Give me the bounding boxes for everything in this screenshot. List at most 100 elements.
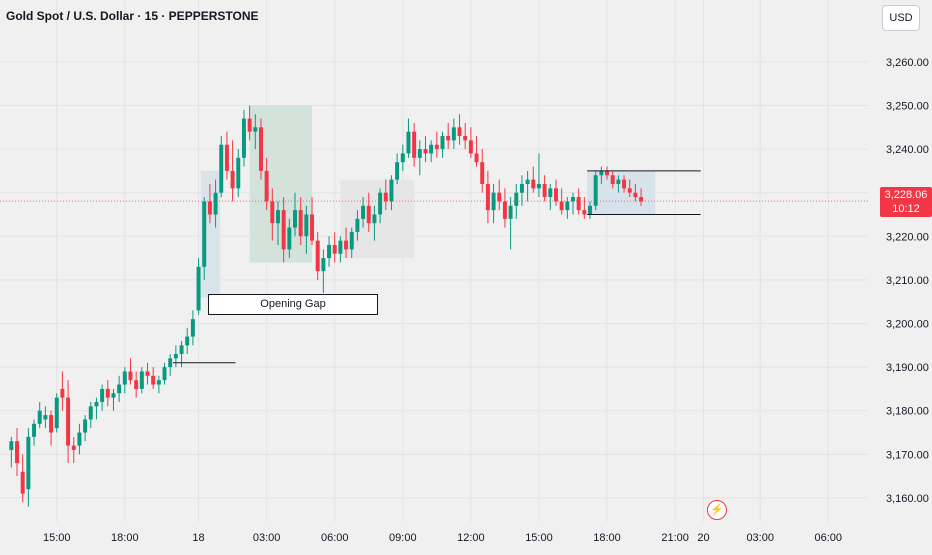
candle-body xyxy=(457,127,462,137)
time-tick-label: 15:00 xyxy=(43,532,71,544)
candle-body xyxy=(474,153,479,163)
candle-body xyxy=(185,336,190,346)
drawings xyxy=(0,170,868,364)
candle-body xyxy=(111,393,116,398)
candle-body xyxy=(338,240,343,254)
candle-body xyxy=(247,118,252,132)
candle-body xyxy=(610,175,615,184)
candle-body xyxy=(349,231,354,250)
last-price: 3,228.06 xyxy=(884,189,928,201)
candle-body xyxy=(88,406,93,420)
price-tick-label: 3,160.00 xyxy=(886,493,929,505)
candle-body xyxy=(616,179,621,184)
candle-body xyxy=(173,354,178,359)
candle-body xyxy=(355,218,360,232)
candle-body xyxy=(571,197,575,202)
price-tick-label: 3,210.00 xyxy=(886,275,929,287)
time-tick-label: 12:00 xyxy=(457,532,485,544)
last-price-badge: 3,228.06 10:12 xyxy=(880,187,932,217)
candle-body xyxy=(258,127,263,171)
time-tick-label: 03:00 xyxy=(253,532,281,544)
flash-icon[interactable]: ⚡ xyxy=(707,500,727,520)
price-tick-label: 3,180.00 xyxy=(886,406,929,418)
candle-body xyxy=(525,179,530,184)
candle-body xyxy=(633,192,638,198)
candle-body xyxy=(406,131,411,154)
candle-body xyxy=(26,436,31,490)
candle-body xyxy=(190,319,195,337)
candle-body xyxy=(366,205,371,224)
candle-body xyxy=(514,192,519,206)
candle-body xyxy=(417,149,422,158)
candle-body xyxy=(502,201,507,219)
candle-body xyxy=(485,183,490,211)
candle-body xyxy=(71,445,76,450)
candle-body xyxy=(230,170,235,189)
time-axis: 15:00 18:00 18 03:00 06:00 09:00 12:00 15:00 18:… xyxy=(43,532,842,544)
candle-body xyxy=(49,415,54,433)
candle-body xyxy=(599,170,604,176)
candle-body xyxy=(162,367,167,381)
candle-body xyxy=(77,432,82,446)
candles xyxy=(9,105,644,507)
candle-body xyxy=(429,144,434,154)
price-tick-label: 3,240.00 xyxy=(886,144,929,156)
candle-body xyxy=(576,197,581,211)
candle-body xyxy=(15,441,20,464)
candle-body xyxy=(536,183,541,189)
candle-body xyxy=(66,397,71,446)
currency-button[interactable]: USD xyxy=(882,5,920,31)
candle-body xyxy=(281,210,286,250)
candle-body xyxy=(548,188,553,198)
candle-body xyxy=(588,205,592,215)
candle-body xyxy=(202,201,207,267)
chart-title: Gold Spot / U.S. Dollar · 15 · PEPPERSTO… xyxy=(6,9,259,23)
candle-body xyxy=(168,358,173,368)
price-tick-label: 3,170.00 xyxy=(886,449,929,461)
candle-body xyxy=(508,205,513,219)
candle-body xyxy=(321,258,326,272)
candle-body xyxy=(497,192,502,202)
candle-body xyxy=(287,227,292,250)
candle-body xyxy=(344,240,349,250)
candle-body xyxy=(151,375,156,385)
candle-body xyxy=(395,162,400,180)
candle-body xyxy=(276,210,280,224)
candle-body xyxy=(582,210,587,215)
candle-body xyxy=(264,170,269,202)
candle-body xyxy=(236,157,241,189)
time-tick-label: 18:00 xyxy=(593,532,621,544)
chart-zones xyxy=(200,105,656,298)
candle-body xyxy=(117,384,122,394)
candle-body xyxy=(105,388,110,398)
candle-body xyxy=(593,175,598,206)
candle-body xyxy=(122,371,127,385)
candle-body xyxy=(94,401,99,407)
candle-body xyxy=(32,423,37,437)
candle-body xyxy=(196,266,201,311)
candle-body xyxy=(213,192,218,215)
candle-body xyxy=(378,192,383,215)
candle-body xyxy=(241,118,246,158)
candle-body xyxy=(389,179,394,202)
candle-body xyxy=(156,380,161,385)
candle-body xyxy=(253,127,258,132)
candle-body xyxy=(270,201,275,224)
candle-body xyxy=(315,240,320,272)
candle-body xyxy=(332,245,337,254)
opening-gap-label[interactable]: Opening Gap xyxy=(208,294,378,315)
candle-body xyxy=(9,441,14,450)
candle-body xyxy=(622,179,627,189)
candle-body xyxy=(310,214,315,241)
price-tick-label: 3,260.00 xyxy=(886,57,929,69)
candle-body xyxy=(60,388,65,398)
time-tick-label: 18:00 xyxy=(111,532,139,544)
candle-body xyxy=(559,201,564,211)
candle-body xyxy=(20,471,25,494)
consolidation-zone xyxy=(587,170,656,215)
candle-body xyxy=(440,136,445,150)
candle-body xyxy=(463,136,468,141)
candle-body xyxy=(145,371,150,376)
bar-countdown: 10:12 xyxy=(892,203,920,215)
